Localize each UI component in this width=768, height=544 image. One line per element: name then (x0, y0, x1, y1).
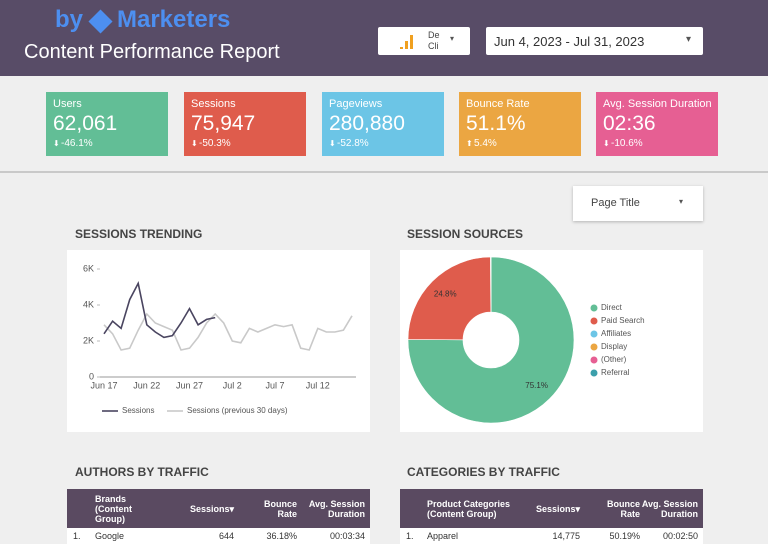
legend-dot (591, 331, 598, 338)
kpi-label: Avg. Session Duration (603, 98, 712, 110)
kpi-value: 75,947 (191, 112, 255, 136)
kpi-card: Bounce Rate 51.1% ⬆5.4% (459, 92, 581, 156)
kpi-change: -46.1% (61, 138, 93, 149)
kpi-arrow: ⬆ (466, 139, 473, 148)
kpi-value: 62,061 (53, 112, 117, 136)
column-title: Sessions (536, 504, 576, 514)
device-text: Cli (428, 41, 439, 51)
x-tick-label: Jun 27 (176, 380, 203, 390)
table-header: Brands (Content Group) Sessions ▾ Bounce R… (67, 489, 370, 528)
column-header: Bounce Rate (247, 493, 297, 525)
kpi-value: 280,880 (329, 112, 405, 136)
kpi-card: Pageviews 280,880 ⬇-52.8% (322, 92, 444, 156)
section-title: AUTHORS BY TRAFFIC (75, 465, 209, 479)
legend-label: Direct (601, 303, 623, 312)
x-tick-label: Jul 2 (223, 380, 242, 390)
column-header: Bounce Rate (590, 493, 640, 525)
logo-by: by (55, 6, 83, 34)
column-header: Avg. Session Duration (638, 493, 698, 525)
dropdown-label: Page Title (591, 197, 640, 209)
column-title: Sessions (190, 504, 230, 514)
y-tick-label: 4K (83, 299, 94, 309)
kpi-arrow: ⬇ (603, 139, 610, 148)
column-header: Product Categories (Content Group) (427, 493, 512, 525)
kpi-change: -52.8% (337, 138, 369, 149)
legend-label: Sessions (previous 30 days) (187, 406, 288, 415)
caret: ▾ (679, 197, 683, 206)
column-title: Bounce Rate (247, 499, 297, 519)
kpi-label: Sessions (191, 98, 236, 110)
column-header[interactable]: Sessions ▾ (520, 493, 580, 525)
legend-dot (591, 305, 598, 312)
device-icon-bar (405, 41, 408, 49)
legend-label: Display (601, 342, 627, 351)
column-header: Brands (Content Group) (95, 493, 157, 525)
kpi-card: Avg. Session Duration 02:36 ⬇-10.6% (596, 92, 718, 156)
logo-name: Marketers (117, 6, 230, 34)
kpi-arrow: ⬇ (329, 139, 336, 148)
series-line (104, 314, 352, 350)
legend-dot (591, 357, 598, 364)
kpi-arrow: ⬇ (191, 139, 198, 148)
legend-label: Affiliates (601, 329, 631, 338)
column-title: Bounce Rate (590, 499, 640, 519)
legend-label: Referral (601, 368, 630, 377)
caret: ▾ (450, 34, 454, 43)
sort-icon: ▾ (575, 504, 580, 514)
column-header[interactable]: Sessions ▾ (174, 493, 234, 525)
kpi-value: 02:36 (603, 112, 656, 136)
kpi-value: 51.1% (466, 112, 526, 136)
section-title: SESSIONS TRENDING (75, 227, 202, 241)
column-title: Brands (Content Group) (95, 494, 157, 524)
kpi-change: -10.6% (611, 138, 643, 149)
kpi-arrow: ⬇ (53, 139, 60, 148)
y-tick-label: 2K (83, 335, 94, 345)
device-icon-bar (410, 35, 413, 49)
x-tick-label: Jul 12 (306, 380, 330, 390)
column-title: Avg. Session Duration (305, 499, 365, 519)
kpi-label: Pageviews (329, 98, 382, 110)
slice-label: 75.1% (525, 381, 548, 390)
column-header: Avg. Session Duration (305, 493, 365, 525)
pie-slice (408, 257, 491, 340)
device-icon-bar (400, 47, 403, 49)
kpi-card: Sessions 75,947 ⬇-50.3% (184, 92, 306, 156)
kpi-change: -50.3% (199, 138, 231, 149)
date-dropdown[interactable]: Jun 4, 2023 - Jul 31, 2023 ▾ (486, 27, 703, 55)
slice-label: 24.8% (434, 289, 457, 298)
kpi-card: Users 62,061 ⬇-46.1% (46, 92, 168, 156)
column-title: Product Categories (Content Group) (427, 499, 512, 519)
legend-label: Paid Search (601, 316, 645, 325)
page-title-dropdown[interactable]: Page Title ▾ (573, 186, 703, 221)
x-tick-label: Jun 22 (133, 380, 160, 390)
section-title: CATEGORIES BY TRAFFIC (407, 465, 560, 479)
report-title: Content Performance Report (24, 41, 280, 64)
legend-dot (591, 344, 598, 351)
kpi-label: Bounce Rate (466, 98, 530, 110)
x-tick-label: Jun 17 (90, 380, 117, 390)
kpi-change: 5.4% (474, 138, 497, 149)
sort-icon: ▾ (229, 504, 234, 514)
legend-dot (591, 318, 598, 325)
legend-label: Sessions (122, 406, 154, 415)
caret: ▾ (686, 34, 691, 45)
legend-dot (591, 370, 598, 377)
device-text: De (428, 30, 440, 40)
series-line (104, 283, 215, 337)
legend-label: (Other) (601, 355, 627, 364)
date-range: Jun 4, 2023 - Jul 31, 2023 (494, 34, 644, 49)
table-header: Product Categories (Content Group) Sessio… (400, 489, 703, 528)
y-tick-label: 6K (83, 263, 94, 273)
x-tick-label: Jul 7 (266, 380, 285, 390)
column-title: Avg. Session Duration (638, 499, 698, 519)
section-title: SESSION SOURCES (407, 227, 523, 241)
kpi-label: Users (53, 98, 82, 110)
